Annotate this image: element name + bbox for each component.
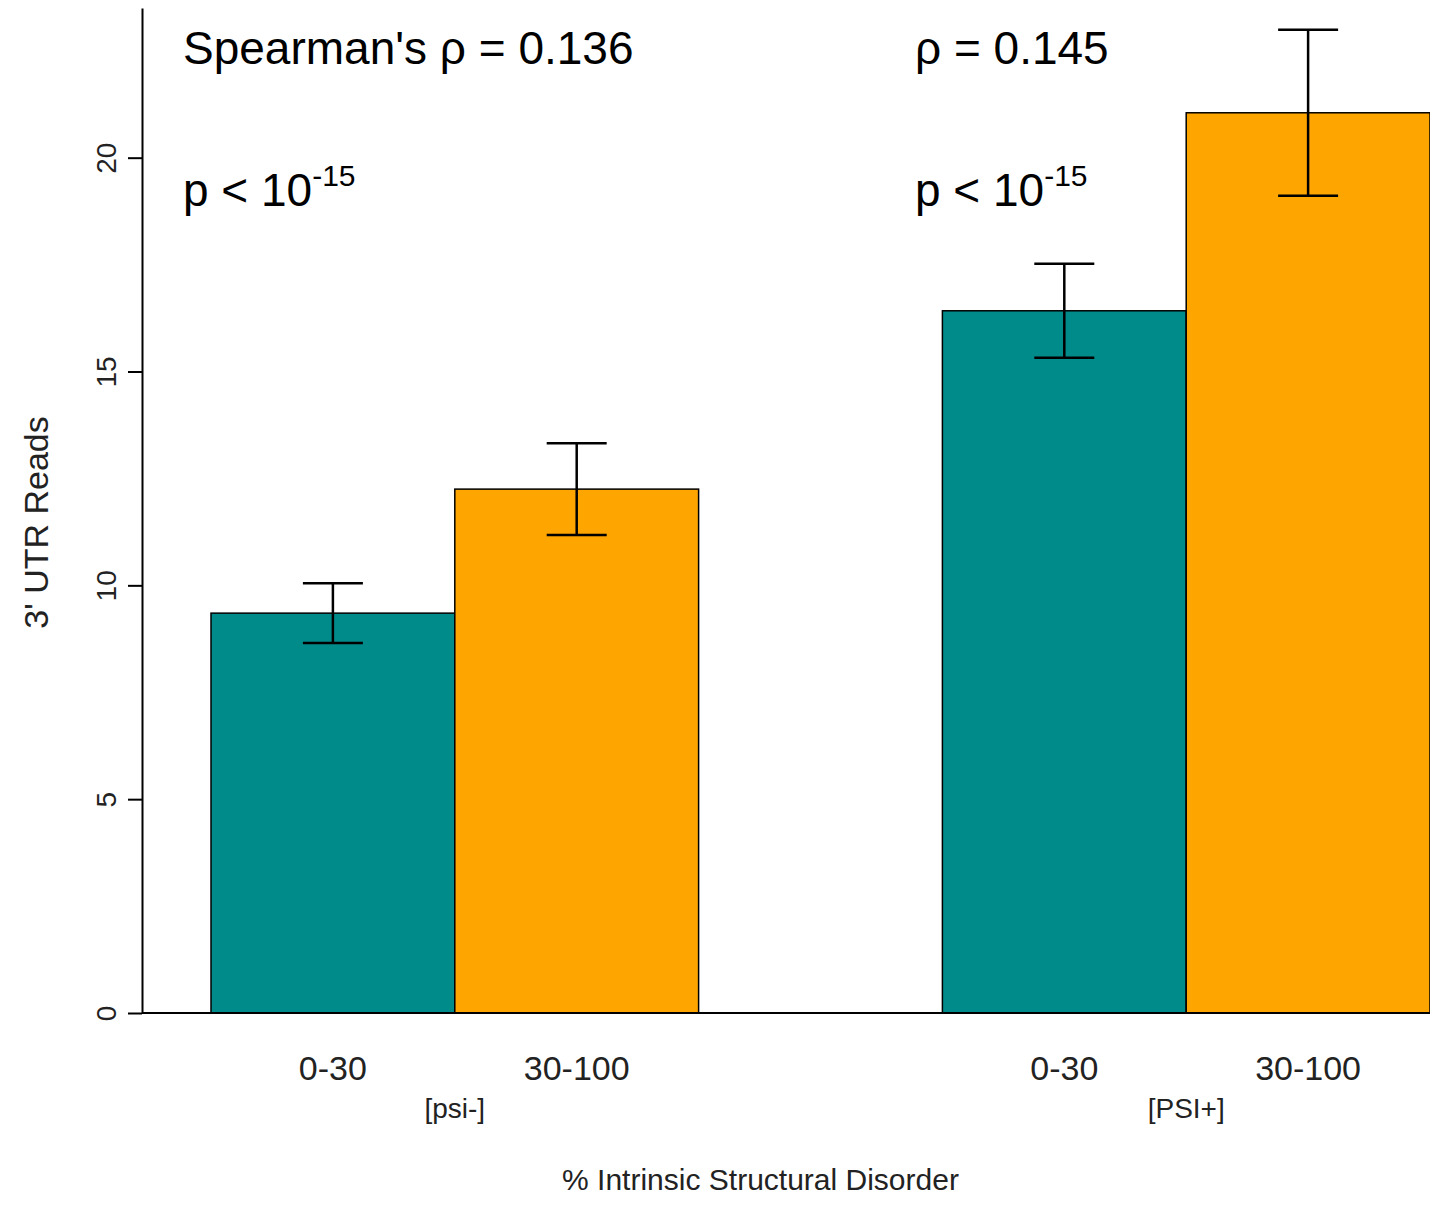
error-bar-cap <box>1034 357 1094 360</box>
error-bar-cap <box>303 582 363 585</box>
bar <box>942 311 1186 1013</box>
error-bar-cap <box>547 442 607 445</box>
y-tick-label: 20 <box>91 143 122 174</box>
error-bar-stem <box>1307 30 1310 196</box>
y-axis: 0 5 10 15 20 <box>91 9 143 1022</box>
error-bar-cap <box>547 534 607 537</box>
plot-area <box>211 30 1430 1013</box>
annotation-text: Spearman's ρ = 0.136 <box>183 22 634 74</box>
y-tick-mark <box>128 157 142 159</box>
bar-label: 0-30 <box>299 1049 367 1087</box>
bar-label: 30-100 <box>524 1049 630 1087</box>
y-tick-mark <box>128 371 142 373</box>
annotation: Spearman's ρ = 0.136 <box>183 22 634 74</box>
annotation: p < 10-15 <box>915 159 1088 216</box>
error-bar-cap <box>1278 194 1338 197</box>
annotation-superscript: -15 <box>312 159 355 192</box>
y-tick: 10 <box>91 570 142 601</box>
annotation-text: p < 10 <box>915 164 1044 216</box>
annotation: p < 10-15 <box>183 159 356 216</box>
error-bar-stem <box>575 443 578 535</box>
chart: 0 5 10 15 20 3' UTR Reads 0-30 30-100 [psi-] 0-30… <box>0 0 1450 1218</box>
y-tick-label: 5 <box>91 792 122 808</box>
group-label: [PSI+] <box>1148 1093 1225 1124</box>
error-bar-cap <box>303 642 363 645</box>
y-tick-mark <box>128 585 142 587</box>
annotation-superscript: -15 <box>1044 159 1087 192</box>
y-axis-line <box>142 9 144 1014</box>
bar <box>1186 113 1430 1013</box>
error-bar <box>1278 30 1338 196</box>
y-tick: 5 <box>91 792 142 808</box>
y-tick-label: 15 <box>91 356 122 387</box>
group-label: [psi-] <box>424 1093 485 1124</box>
bar <box>211 613 455 1013</box>
error-bar <box>1034 264 1094 358</box>
y-axis-title: 3' UTR Reads <box>17 416 55 628</box>
annotation-text: ρ = 0.145 <box>915 22 1109 74</box>
bar <box>455 489 699 1013</box>
error-bar-cap <box>1034 262 1094 265</box>
y-tick-mark <box>128 799 142 801</box>
y-tick: 0 <box>91 1006 142 1022</box>
error-bar <box>303 583 363 643</box>
x-axis-title: % Intrinsic Structural Disorder <box>562 1163 959 1196</box>
y-tick: 20 <box>91 143 142 174</box>
annotation-text: p < 10 <box>183 164 312 216</box>
y-tick-label: 0 <box>91 1006 122 1022</box>
bar-label: 30-100 <box>1255 1049 1361 1087</box>
baseline <box>142 1012 1430 1014</box>
y-tick: 15 <box>91 356 142 387</box>
error-bar-stem <box>1063 264 1066 358</box>
y-tick-label: 10 <box>91 570 122 601</box>
bar-label: 0-30 <box>1030 1049 1098 1087</box>
error-bar-cap <box>1278 29 1338 32</box>
annotation: ρ = 0.145 <box>915 22 1109 74</box>
error-bar-stem <box>332 583 335 643</box>
y-tick-mark <box>128 1013 142 1015</box>
error-bar <box>547 443 607 535</box>
